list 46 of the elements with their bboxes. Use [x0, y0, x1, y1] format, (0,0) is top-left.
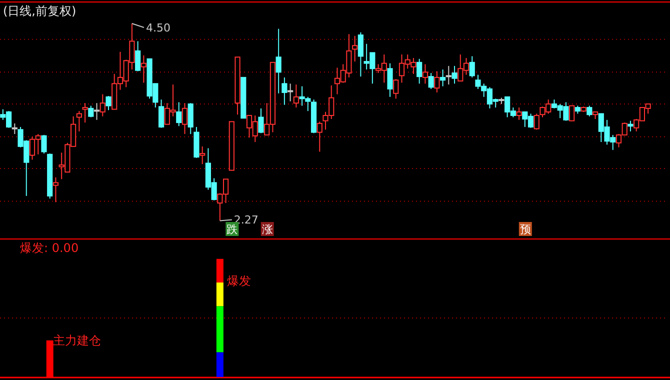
candlestick	[387, 62, 393, 98]
candlestick	[276, 28, 282, 94]
annotation: 主力建仓	[52, 333, 101, 348]
text: 涨	[262, 223, 273, 236]
candlestick	[416, 58, 422, 84]
candlestick	[293, 84, 299, 108]
candlestick	[258, 108, 264, 134]
candlestick	[176, 102, 182, 127]
candlestick	[106, 96, 112, 111]
candlestick	[586, 105, 592, 117]
candlestick	[352, 35, 358, 62]
candlestick	[52, 176, 59, 203]
annotation: 爆发	[226, 274, 251, 288]
candlestick	[452, 65, 458, 84]
text: 爆发: 0.00	[20, 241, 79, 255]
candlestick	[446, 65, 452, 86]
candlestick	[628, 120, 634, 132]
candlestick	[140, 54, 146, 84]
candlestick	[569, 105, 575, 122]
candlestick	[200, 146, 206, 165]
candlestick	[288, 83, 294, 102]
candlestick	[316, 121, 322, 152]
candlestick	[440, 68, 446, 87]
candlestick	[516, 107, 522, 120]
candlestick	[135, 40, 141, 72]
candlestick	[82, 102, 88, 124]
candlestick	[94, 102, 100, 120]
candlestick	[422, 64, 428, 84]
annotation: 4.50	[146, 22, 170, 34]
candlestick	[534, 113, 540, 130]
chart-title: (日线,前复权)	[3, 4, 76, 18]
candlestick	[158, 99, 164, 128]
text: 跌	[226, 223, 238, 236]
candlestick	[76, 110, 82, 132]
candlestick	[428, 72, 434, 90]
text: 预	[520, 223, 531, 236]
candlestick	[469, 56, 475, 78]
candlestick	[434, 70, 440, 93]
candlestick	[282, 76, 288, 106]
candlestick	[393, 78, 399, 100]
candlestick	[188, 102, 194, 135]
candlestick	[358, 32, 364, 78]
candlestick	[41, 134, 47, 154]
candlestick	[182, 102, 188, 135]
candlestick	[12, 122, 18, 135]
candlestick	[100, 94, 106, 117]
